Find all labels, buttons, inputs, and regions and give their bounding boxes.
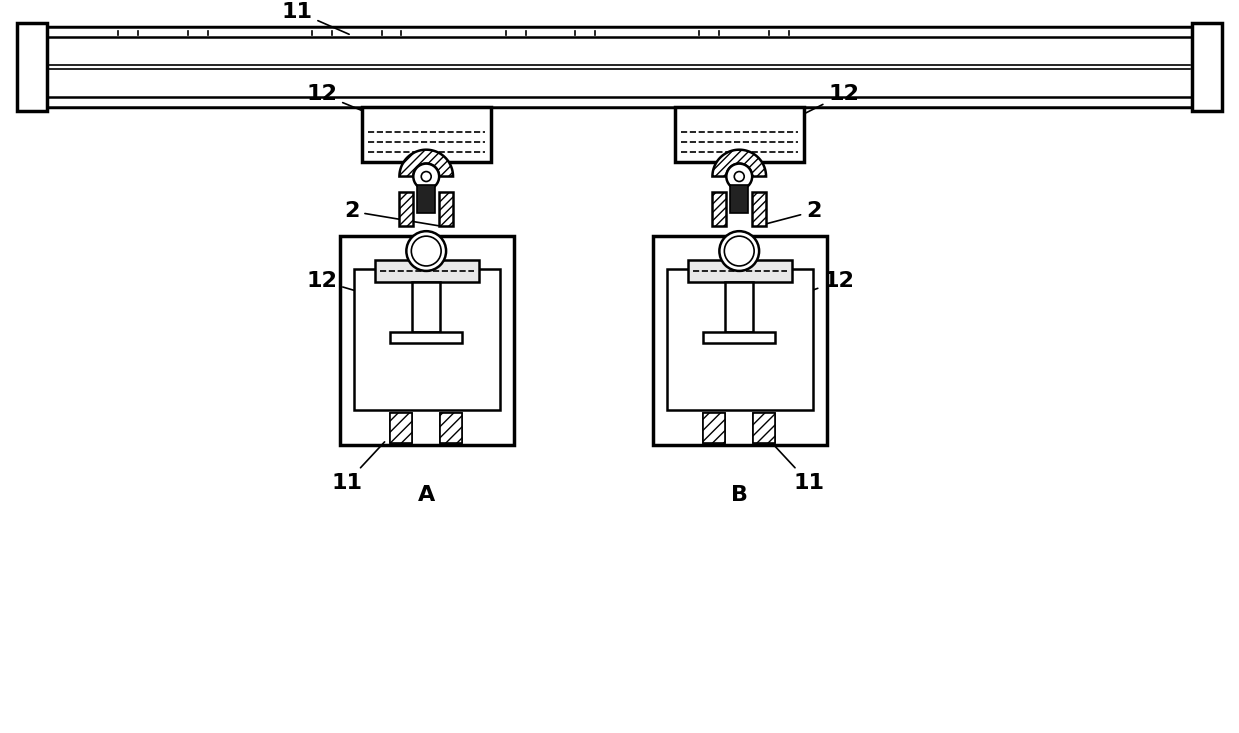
Bar bbox=[19, 27, 1220, 107]
Bar bbox=[440, 413, 462, 443]
Bar bbox=[440, 413, 462, 443]
Polygon shape bbox=[399, 150, 453, 177]
Bar bbox=[752, 193, 766, 226]
Circle shape bbox=[720, 231, 760, 271]
Text: A: A bbox=[418, 485, 435, 504]
Bar bbox=[399, 193, 414, 226]
Text: 12: 12 bbox=[777, 84, 859, 128]
Bar bbox=[374, 260, 479, 282]
Circle shape bbox=[411, 236, 441, 266]
Bar bbox=[413, 282, 440, 331]
Bar bbox=[704, 413, 725, 443]
Bar bbox=[339, 236, 514, 445]
Text: 2: 2 bbox=[760, 202, 821, 226]
Bar bbox=[353, 269, 499, 410]
Bar bbox=[753, 413, 776, 443]
Bar bbox=[730, 185, 748, 213]
Polygon shape bbox=[712, 150, 766, 177]
Circle shape bbox=[421, 172, 431, 182]
Circle shape bbox=[414, 163, 439, 189]
Bar bbox=[19, 27, 1220, 37]
Text: 11: 11 bbox=[771, 442, 824, 493]
Bar bbox=[390, 413, 413, 443]
Text: 11: 11 bbox=[331, 442, 384, 493]
Text: 12: 12 bbox=[772, 271, 854, 305]
Circle shape bbox=[725, 236, 755, 266]
Bar bbox=[390, 331, 462, 344]
Bar bbox=[362, 107, 491, 161]
Bar bbox=[390, 413, 413, 443]
Bar bbox=[753, 413, 776, 443]
Text: 2: 2 bbox=[344, 202, 439, 226]
Bar bbox=[19, 97, 1220, 107]
Text: 12: 12 bbox=[306, 271, 404, 305]
Bar bbox=[439, 193, 453, 226]
Circle shape bbox=[735, 172, 745, 182]
Bar bbox=[704, 331, 776, 344]
Text: 12: 12 bbox=[306, 84, 404, 128]
Bar bbox=[17, 23, 47, 111]
Bar bbox=[725, 282, 753, 331]
Bar bbox=[704, 413, 725, 443]
Bar bbox=[688, 260, 792, 282]
Bar bbox=[1192, 23, 1222, 111]
Bar bbox=[667, 269, 813, 410]
Text: B: B bbox=[731, 485, 748, 504]
Bar bbox=[653, 236, 826, 445]
Circle shape bbox=[406, 231, 446, 271]
Circle shape bbox=[726, 163, 752, 189]
Bar bbox=[418, 185, 435, 213]
Text: 11: 11 bbox=[281, 1, 349, 34]
Bar bbox=[712, 193, 726, 226]
Bar bbox=[675, 107, 804, 161]
